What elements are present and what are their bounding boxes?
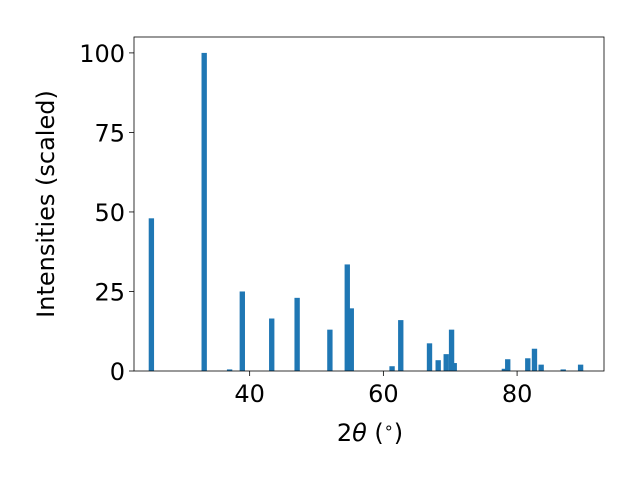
bar xyxy=(531,348,538,371)
x-axis-label-open: ( xyxy=(367,419,384,447)
bar xyxy=(344,264,350,371)
y-axis-label: Intensities (scaled) xyxy=(32,90,60,318)
x-tick-label: 80 xyxy=(502,380,533,408)
bar xyxy=(269,318,275,371)
bar xyxy=(426,343,433,371)
plot-area-frame xyxy=(133,36,605,372)
bar xyxy=(577,364,584,371)
x-axis-label-degree: ∘ xyxy=(384,418,394,437)
y-tick-label: 0 xyxy=(110,358,125,386)
bar xyxy=(239,291,245,371)
bar xyxy=(389,366,395,371)
bar xyxy=(148,218,155,371)
bar xyxy=(398,320,404,371)
bar xyxy=(327,329,333,371)
bars xyxy=(148,52,584,372)
x-axis-label-close: ) xyxy=(394,419,403,447)
bar xyxy=(443,354,449,371)
bar xyxy=(226,369,233,371)
y-tick-label: 25 xyxy=(94,278,125,306)
x-axis-ticks: 40 60 80 xyxy=(234,371,532,408)
x-tick-label: 40 xyxy=(234,380,265,408)
x-axis-label: 2θ (∘) xyxy=(337,418,403,447)
bar xyxy=(501,368,508,371)
x-tick-label: 60 xyxy=(368,380,399,408)
bar xyxy=(435,360,441,371)
bar xyxy=(201,52,207,372)
x-axis-label-theta: θ xyxy=(352,419,367,447)
x-axis-label-prefix: 2 xyxy=(337,419,352,447)
bar xyxy=(451,363,457,371)
bar xyxy=(505,359,511,371)
y-tick-label: 100 xyxy=(79,40,125,68)
bar xyxy=(448,329,455,371)
bar xyxy=(538,364,544,371)
y-tick-label: 50 xyxy=(94,199,125,227)
y-axis-ticks: 0 25 50 75 100 xyxy=(79,40,134,386)
bar xyxy=(294,297,300,371)
y-tick-label: 75 xyxy=(94,119,125,147)
bar xyxy=(348,308,354,371)
bar xyxy=(525,358,531,371)
bar xyxy=(560,369,566,371)
